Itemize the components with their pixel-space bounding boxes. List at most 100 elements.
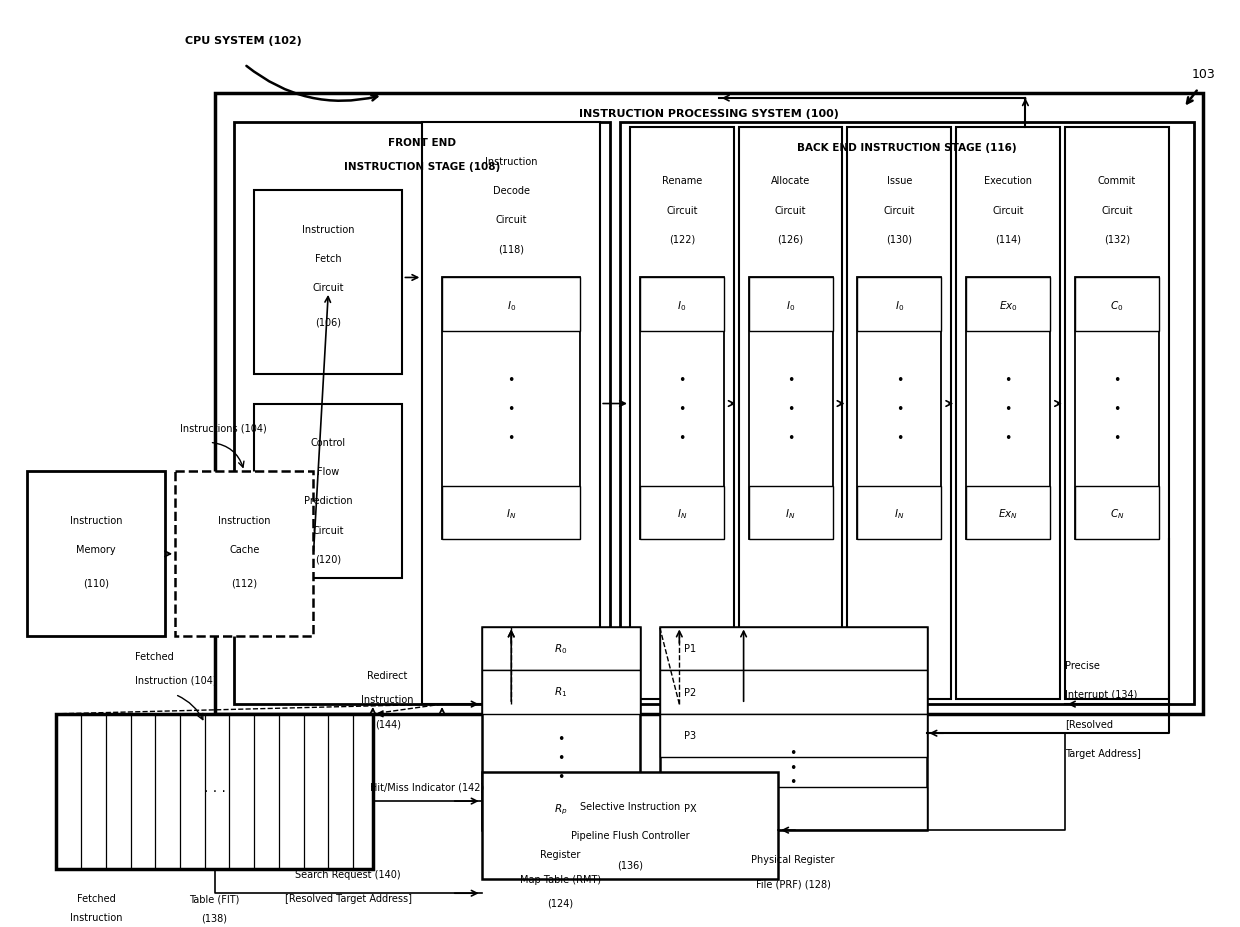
Bar	[660, 787, 926, 831]
Bar	[630, 128, 734, 700]
Text: •: •	[557, 770, 564, 783]
Text: (110): (110)	[83, 578, 109, 589]
Text: Instruction (104): Instruction (104)	[135, 675, 217, 685]
Bar	[660, 670, 926, 714]
Text: •: •	[787, 431, 795, 444]
Bar	[660, 627, 926, 831]
Text: Circuit: Circuit	[312, 525, 343, 535]
Text: Circuit: Circuit	[992, 206, 1024, 215]
Text: $I_0$: $I_0$	[507, 298, 516, 312]
Text: •: •	[1114, 431, 1121, 444]
Text: $I_N$: $I_N$	[506, 507, 516, 520]
Text: Rename: Rename	[662, 176, 702, 186]
Text: Register: Register	[541, 849, 580, 859]
Text: $I_0$: $I_0$	[895, 298, 904, 312]
Text: Pipeline Flush Controller: Pipeline Flush Controller	[570, 831, 689, 840]
Text: Prediction: Prediction	[304, 496, 352, 506]
Text: (132): (132)	[1104, 235, 1130, 245]
Text: Instruction: Instruction	[69, 515, 123, 526]
Text: · · ·: · · ·	[203, 784, 226, 798]
Bar	[481, 627, 640, 670]
Text: 103: 103	[1192, 69, 1215, 82]
Text: INSTRUCTION STAGE (108): INSTRUCTION STAGE (108)	[345, 162, 501, 171]
Text: •: •	[507, 374, 515, 387]
Bar	[956, 128, 1060, 700]
Text: $C_0$: $C_0$	[1110, 298, 1123, 312]
Text: Fetched: Fetched	[77, 893, 115, 903]
Bar	[857, 278, 941, 540]
Text: •: •	[895, 402, 903, 415]
Text: Table (FIT): Table (FIT)	[190, 893, 239, 903]
Text: •: •	[790, 746, 797, 759]
Bar	[966, 278, 1050, 540]
Text: •: •	[790, 761, 797, 774]
Text: Circuit: Circuit	[496, 215, 527, 225]
Text: (144): (144)	[374, 718, 401, 729]
Text: Circuit: Circuit	[666, 206, 698, 215]
Bar	[441, 278, 580, 540]
Text: PX: PX	[684, 803, 697, 813]
Text: $C_N$: $C_N$	[1110, 507, 1125, 520]
Bar	[1075, 487, 1159, 540]
Text: •: •	[1004, 402, 1012, 415]
Text: Circuit: Circuit	[1101, 206, 1132, 215]
Text: $I_0$: $I_0$	[786, 298, 795, 312]
Text: $R_p$: $R_p$	[554, 802, 568, 816]
Text: •: •	[678, 402, 686, 415]
Text: •: •	[1114, 402, 1121, 415]
Text: •: •	[895, 374, 903, 387]
Bar	[56, 714, 373, 869]
Text: •: •	[790, 775, 797, 788]
Bar	[481, 772, 779, 879]
Text: Decode: Decode	[492, 186, 529, 196]
Text: (112): (112)	[231, 578, 258, 589]
Text: •: •	[1004, 431, 1012, 444]
Bar	[620, 123, 1194, 705]
Text: $I_N$: $I_N$	[785, 507, 796, 520]
Bar	[1075, 278, 1159, 332]
Text: •: •	[787, 374, 795, 387]
Bar	[1075, 278, 1159, 540]
Text: Memory: Memory	[76, 544, 115, 554]
Bar	[215, 95, 1203, 714]
Bar	[254, 404, 403, 578]
Bar	[423, 123, 600, 705]
Text: Precise: Precise	[1065, 661, 1100, 670]
Bar	[441, 278, 580, 332]
Bar	[441, 487, 580, 540]
Text: Instruction: Instruction	[361, 694, 414, 705]
Text: Flow: Flow	[317, 467, 340, 476]
Text: Target Address]: Target Address]	[1065, 748, 1141, 757]
Bar	[966, 278, 1050, 332]
Text: Selective Instruction: Selective Instruction	[580, 801, 680, 811]
Bar	[966, 487, 1050, 540]
Text: $I_N$: $I_N$	[677, 507, 687, 520]
Bar	[27, 472, 165, 637]
Bar	[640, 487, 724, 540]
Text: Control: Control	[311, 438, 346, 448]
Text: Fetched: Fetched	[135, 651, 175, 661]
Text: BACK END INSTRUCTION STAGE (116): BACK END INSTRUCTION STAGE (116)	[797, 143, 1017, 152]
Text: Redirect: Redirect	[367, 670, 408, 680]
Bar	[254, 191, 403, 375]
Bar	[857, 278, 941, 332]
Text: [Resolved Target Address]: [Resolved Target Address]	[285, 893, 412, 903]
Bar	[660, 627, 926, 670]
Bar	[481, 670, 640, 714]
Text: •: •	[678, 374, 686, 387]
Text: •: •	[787, 402, 795, 415]
Bar	[857, 487, 941, 540]
Text: Issue: Issue	[887, 176, 913, 186]
Text: Instructions (104): Instructions (104)	[180, 424, 267, 433]
Text: Instruction: Instruction	[218, 515, 270, 526]
Text: •: •	[1114, 374, 1121, 387]
Text: (130): (130)	[887, 235, 913, 245]
Bar	[175, 472, 314, 637]
Text: Commit: Commit	[1097, 176, 1136, 186]
Text: Search Request (140): Search Request (140)	[295, 869, 401, 879]
Text: Circuit: Circuit	[884, 206, 915, 215]
Text: P3: P3	[684, 730, 697, 741]
Text: (138): (138)	[202, 912, 228, 922]
Text: File (PRF) (128): File (PRF) (128)	[755, 879, 831, 889]
Text: •: •	[895, 431, 903, 444]
